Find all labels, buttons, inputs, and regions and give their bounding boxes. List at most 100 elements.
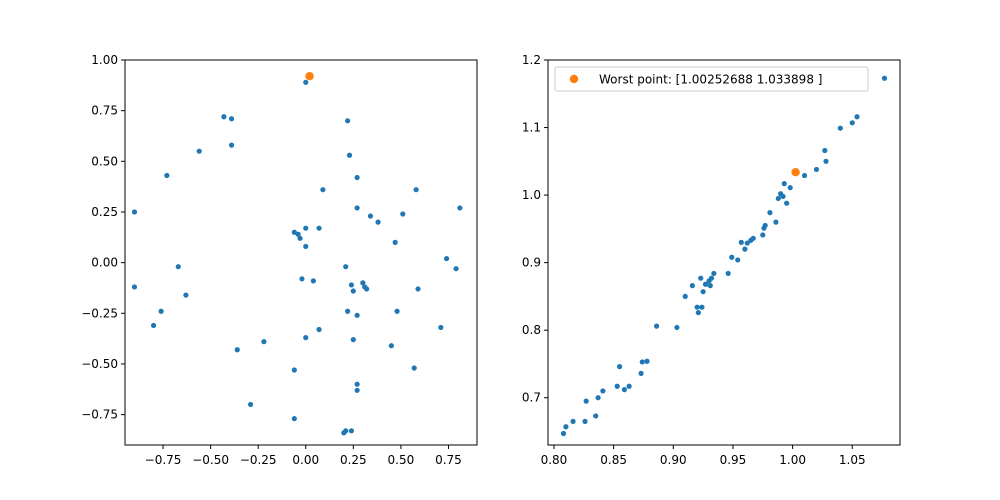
left-scatter-plot: −0.75 −0.50 −0.25 0.00 0.25 0.50 0.75 −0.75 −0.5… — [81, 53, 478, 467]
data-point-1-19 — [694, 304, 700, 310]
worst-point-1-0 — [791, 167, 800, 177]
data-point-1-34 — [744, 240, 750, 246]
data-point-0-36 — [415, 286, 421, 292]
data-point-1-16 — [674, 324, 680, 331]
data-point-0-9 — [320, 187, 326, 193]
data-point-1-44 — [780, 193, 786, 200]
data-point-0-6 — [164, 172, 170, 179]
data-point-0-30 — [131, 284, 138, 290]
data-point-0-11 — [131, 209, 138, 215]
data-point-0-8 — [354, 174, 360, 181]
data-point-0-15 — [375, 219, 381, 225]
y-tick-label-0-6: 0.75 — [91, 104, 118, 118]
data-point-1-14 — [644, 358, 650, 364]
data-point-0-21 — [316, 225, 322, 231]
data-point-1-18 — [689, 283, 695, 289]
data-point-0-47 — [261, 339, 267, 345]
data-point-0-19 — [297, 235, 303, 241]
data-point-0-4 — [228, 142, 235, 148]
y-tick-label-0-2: −0.25 — [81, 306, 118, 320]
data-point-0-20 — [303, 225, 309, 231]
legend-label-0: Worst point: [1.00252688 1.033898 ] — [599, 73, 822, 87]
x-tick-label-1-2: 0.90 — [660, 453, 687, 467]
data-point-0-39 — [345, 308, 351, 314]
data-point-0-37 — [183, 292, 189, 298]
data-point-0-49 — [388, 343, 394, 349]
y-tick-label-0-3: 0.00 — [91, 256, 118, 270]
data-point-0-54 — [247, 401, 254, 408]
y-tick-label-1-3: 1.0 — [522, 188, 541, 202]
data-point-1-4 — [583, 398, 589, 404]
data-point-0-3 — [228, 116, 235, 122]
x-tick-label-0-0: −0.75 — [145, 453, 182, 467]
legend-marker-0 — [569, 74, 579, 84]
data-point-0-22 — [392, 239, 398, 245]
y-tick-label-0-1: −0.50 — [81, 357, 118, 371]
data-point-0-45 — [303, 335, 309, 341]
x-tick-label-1-5: 1.05 — [839, 453, 866, 467]
data-point-1-15 — [653, 323, 660, 329]
data-point-1-50 — [822, 147, 828, 154]
data-point-0-58 — [348, 428, 355, 434]
data-point-1-39 — [762, 222, 768, 229]
data-point-1-42 — [775, 195, 781, 202]
data-point-1-24 — [702, 281, 709, 287]
data-point-0-27 — [453, 266, 459, 272]
data-point-0-17 — [291, 229, 297, 235]
data-point-1-46 — [784, 200, 790, 206]
data-point-0-5 — [196, 148, 202, 154]
y-tick-label-1-4: 1.1 — [522, 121, 541, 135]
y-tick-label-1-0: 0.7 — [522, 391, 541, 405]
data-point-1-45 — [781, 181, 787, 187]
data-point-0-14 — [400, 211, 406, 217]
data-point-1-51 — [823, 158, 829, 164]
data-point-1-55 — [881, 75, 888, 81]
data-point-1-48 — [801, 172, 808, 179]
data-point-1-13 — [639, 359, 645, 365]
data-point-1-28 — [711, 270, 717, 277]
x-tick-label-0-4: 0.25 — [340, 453, 367, 467]
data-point-1-41 — [773, 219, 779, 225]
axes-frame-1 — [547, 59, 901, 446]
data-point-1-47 — [787, 185, 793, 191]
x-tick-label-0-5: 0.50 — [388, 453, 415, 467]
data-point-1-23 — [700, 289, 706, 295]
data-point-1-40 — [767, 210, 773, 216]
data-point-0-34 — [364, 286, 370, 292]
data-point-0-38 — [158, 308, 164, 314]
y-tick-label-1-2: 0.9 — [522, 256, 541, 270]
data-point-0-31 — [348, 282, 355, 288]
data-point-0-46 — [350, 337, 356, 343]
data-point-1-7 — [600, 388, 606, 394]
data-point-0-57 — [343, 428, 349, 434]
data-point-1-8 — [614, 383, 620, 389]
data-point-1-6 — [595, 395, 601, 401]
data-point-1-5 — [593, 413, 599, 419]
x-tick-label-1-0: 0.80 — [541, 453, 568, 467]
legend-box — [554, 66, 869, 92]
data-point-1-53 — [849, 120, 855, 126]
data-point-1-2 — [570, 418, 576, 424]
y-tick-label-1-1: 0.8 — [522, 323, 541, 337]
data-point-0-35 — [350, 288, 356, 294]
data-point-0-53 — [354, 387, 360, 393]
data-point-1-32 — [738, 239, 744, 245]
data-point-1-26 — [707, 283, 713, 289]
data-point-1-27 — [708, 275, 715, 281]
data-point-0-16 — [457, 205, 463, 211]
data-point-0-0 — [303, 79, 309, 85]
data-point-0-44 — [438, 324, 444, 331]
y-tick-label-1-5: 1.2 — [522, 53, 541, 67]
x-tick-label-1-4: 1.00 — [779, 453, 806, 467]
data-point-0-13 — [367, 213, 374, 219]
data-point-0-41 — [394, 308, 400, 314]
data-point-0-52 — [354, 381, 360, 387]
data-point-0-51 — [411, 365, 417, 371]
data-point-0-48 — [234, 347, 240, 353]
data-point-0-55 — [291, 416, 297, 422]
data-point-1-33 — [742, 246, 748, 252]
data-point-1-21 — [698, 275, 704, 281]
data-point-0-25 — [175, 264, 181, 270]
x-tick-label-0-3: 0.00 — [292, 453, 319, 467]
